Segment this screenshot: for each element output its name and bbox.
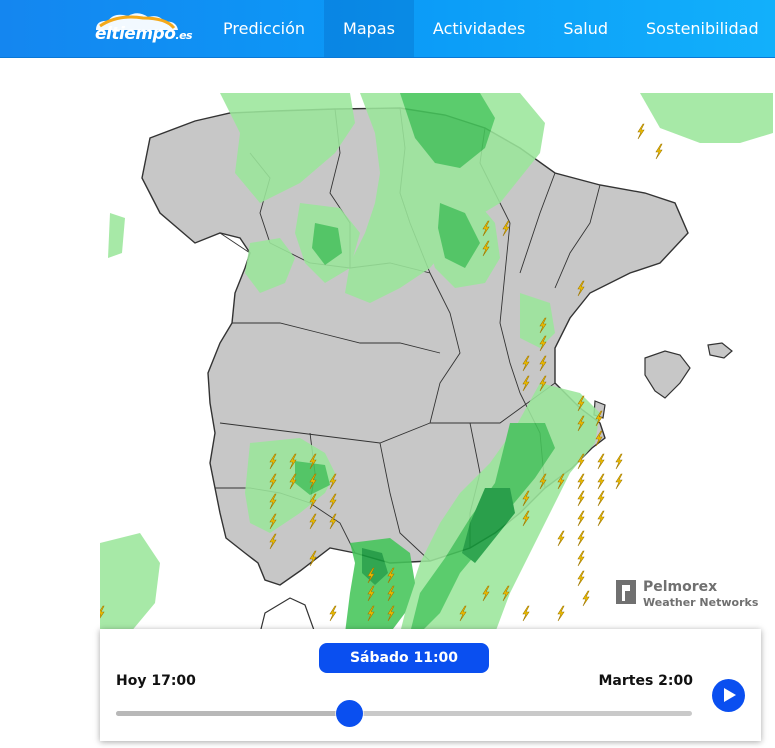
island-mallorca <box>644 350 691 399</box>
lightning-icon <box>582 590 590 607</box>
lightning-icon <box>557 530 565 547</box>
lightning-icon <box>309 550 317 567</box>
lightning-icon <box>539 355 547 372</box>
logo-text: eltiempo.es <box>95 24 193 44</box>
lightning-icon <box>539 375 547 392</box>
lightning-layer <box>100 123 663 622</box>
lightning-icon <box>637 123 645 140</box>
lightning-icon <box>522 375 530 392</box>
timeline-end-label: Martes 2:00 <box>598 673 694 689</box>
lightning-icon <box>522 510 530 527</box>
lightning-icon <box>655 143 663 160</box>
lightning-icon <box>459 605 467 622</box>
lightning-icon <box>269 513 277 530</box>
timeline-slider-fill <box>116 711 350 716</box>
lightning-icon <box>289 453 297 470</box>
lightning-icon <box>539 335 547 352</box>
site-logo[interactable]: eltiempo.es <box>88 10 198 48</box>
lightning-icon <box>482 220 490 237</box>
lightning-icon <box>289 473 297 490</box>
play-button[interactable] <box>712 679 745 712</box>
timeline-start-label: Hoy 17:00 <box>116 673 196 689</box>
lightning-icon <box>309 513 317 530</box>
lightning-icon <box>522 355 530 372</box>
play-icon <box>724 688 736 702</box>
lightning-icon <box>615 473 623 490</box>
lightning-icon <box>502 585 510 602</box>
lightning-icon <box>577 510 585 527</box>
lightning-icon <box>577 473 585 490</box>
lightning-icon <box>615 453 623 470</box>
lightning-icon <box>309 453 317 470</box>
precipitation-layer <box>100 93 773 633</box>
lightning-icon <box>387 605 395 622</box>
lightning-icon <box>387 585 395 602</box>
watermark-sub: Weather Networks <box>643 596 759 609</box>
timeline-slider[interactable] <box>116 700 692 727</box>
lightning-icon <box>100 605 105 619</box>
cloud-logo-icon <box>96 13 178 30</box>
lightning-icon <box>597 473 605 490</box>
lightning-icon <box>269 473 277 490</box>
lightning-icon <box>577 415 585 432</box>
top-navigation-bar: eltiempo.es Predicción Mapas Actividades… <box>0 0 775 58</box>
lightning-icon <box>502 220 510 237</box>
lightning-icon <box>577 570 585 587</box>
weather-map[interactable]: Pelmorex Weather Networks <box>100 93 773 633</box>
pelmorex-logo-icon <box>616 580 636 604</box>
lightning-icon <box>597 453 605 470</box>
timeline-panel: Sábado 11:00 Hoy 17:00 Martes 2:00 <box>100 629 761 741</box>
watermark-brand: Pelmorex <box>643 579 718 595</box>
lightning-icon <box>577 490 585 507</box>
lightning-icon <box>539 473 547 490</box>
nav-item-mapas[interactable]: Mapas <box>324 0 414 57</box>
nav-item-actividades[interactable]: Actividades <box>432 19 526 38</box>
lightning-icon <box>387 567 395 584</box>
lightning-icon <box>367 567 375 584</box>
lightning-icon <box>367 585 375 602</box>
lightning-icon <box>597 510 605 527</box>
lightning-icon <box>557 605 565 622</box>
lightning-icon <box>577 530 585 547</box>
lightning-icon <box>309 473 317 490</box>
lightning-icon <box>577 280 585 297</box>
nav-item-sostenibilidad[interactable]: Sostenibilidad <box>646 19 759 38</box>
lightning-icon <box>269 493 277 510</box>
island-menorca <box>707 342 733 359</box>
rain-radar-map <box>100 93 773 633</box>
land-morocco <box>259 597 316 633</box>
lightning-icon <box>329 473 337 490</box>
lightning-icon <box>329 493 337 510</box>
current-time-badge: Sábado 11:00 <box>319 643 489 673</box>
lightning-icon <box>482 240 490 257</box>
pelmorex-watermark: Pelmorex Weather Networks <box>615 579 765 615</box>
lightning-icon <box>595 410 603 427</box>
lightning-icon <box>597 490 605 507</box>
lightning-icon <box>577 395 585 412</box>
lightning-icon <box>577 453 585 470</box>
nav-item-prediccion[interactable]: Predicción <box>223 19 306 38</box>
lightning-icon <box>329 513 337 530</box>
lightning-icon <box>269 533 277 550</box>
lightning-icon <box>595 430 603 447</box>
lightning-icon <box>309 493 317 510</box>
lightning-icon <box>522 490 530 507</box>
lightning-icon <box>329 605 337 622</box>
lightning-icon <box>269 453 277 470</box>
lightning-icon <box>539 317 547 334</box>
lightning-icon <box>482 585 490 602</box>
lightning-icon <box>367 605 375 622</box>
timeline-slider-thumb[interactable] <box>336 700 364 727</box>
lightning-icon <box>557 473 565 490</box>
nav-item-salud[interactable]: Salud <box>563 19 609 38</box>
lightning-icon <box>522 605 530 622</box>
lightning-icon <box>577 550 585 567</box>
main-nav: Predicción Mapas Actividades Salud Soste… <box>204 0 775 57</box>
